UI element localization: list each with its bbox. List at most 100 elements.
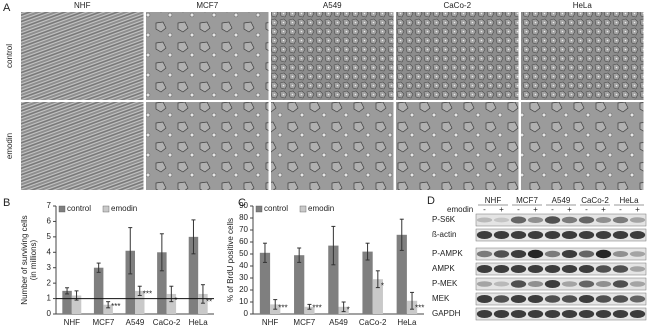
micrograph — [271, 102, 394, 190]
y-tick-label: 5 — [47, 232, 52, 241]
blot-band — [510, 280, 527, 288]
error-bar — [273, 299, 278, 310]
cell-line-label: HeLa — [619, 196, 639, 205]
micrograph — [146, 12, 269, 100]
lane-sign: + — [499, 205, 504, 214]
error-bar — [128, 227, 133, 275]
protein-label: MEK — [432, 294, 450, 303]
blot-band — [493, 250, 510, 258]
blot-band — [595, 310, 612, 318]
panel-label: C — [238, 197, 246, 209]
y-tick-label: 40 — [239, 261, 248, 270]
blot-band — [629, 231, 646, 239]
bar — [157, 252, 167, 314]
x-tick-label: MCF7 — [93, 318, 115, 327]
blot-band — [595, 295, 612, 303]
lane-sign: + — [567, 205, 572, 214]
blot-band — [612, 295, 629, 303]
blot-band — [561, 216, 578, 224]
bar — [198, 293, 208, 314]
blot-band — [595, 217, 612, 223]
error-bar — [137, 285, 142, 296]
y-tick-label: 6 — [47, 217, 52, 226]
protein-label: P-AMPK — [432, 249, 463, 258]
blot-band — [476, 231, 493, 239]
protein-label: P-MEK — [432, 279, 458, 288]
blot-band — [612, 231, 629, 239]
significance-label: * — [174, 296, 177, 305]
blot-band — [612, 216, 629, 224]
significance-label: *** — [143, 290, 152, 299]
lane-sign: - — [517, 205, 520, 214]
blot-band — [544, 231, 561, 239]
y-tick-label: 20 — [239, 285, 248, 294]
blot-band — [561, 281, 578, 287]
blot-band — [561, 295, 578, 303]
y-tick-label: 2 — [47, 278, 52, 287]
lane-sign: - — [585, 205, 588, 214]
blot-band — [629, 281, 646, 287]
lane-sign: - — [619, 205, 622, 214]
x-tick-label: CaCo-2 — [153, 318, 181, 327]
panel-label: A — [3, 2, 11, 14]
micrograph — [271, 12, 394, 100]
blot-band — [476, 295, 493, 303]
protein-label: ß-actin — [432, 230, 456, 239]
x-tick-label: HeLa — [189, 318, 209, 327]
column-header: A549 — [323, 1, 342, 10]
error-bar — [399, 218, 404, 251]
y-tick-label: 50 — [239, 249, 248, 258]
column-header: HeLa — [573, 1, 593, 10]
blot-band — [578, 280, 595, 288]
blot-band — [629, 295, 646, 303]
significance-label: *** — [415, 303, 424, 312]
y-axis-label: Number of surviving cells — [20, 215, 29, 304]
error-bar — [307, 303, 312, 310]
blot-band — [527, 249, 544, 259]
micrograph — [521, 102, 644, 190]
micrograph — [21, 12, 144, 100]
micrograph — [396, 102, 519, 190]
error-bar — [331, 225, 336, 266]
y-tick-label: 0 — [47, 309, 52, 318]
legend-label: control — [264, 204, 288, 213]
blot-band — [629, 266, 646, 272]
significance-label: *** — [111, 302, 120, 311]
blot-band — [527, 231, 544, 239]
blot-band — [476, 217, 493, 223]
error-bar — [106, 301, 111, 309]
micrograph — [21, 102, 144, 190]
blot-band — [493, 231, 510, 239]
significance-label: * — [347, 306, 350, 315]
blot-band — [527, 265, 544, 273]
error-bar — [297, 247, 302, 263]
blot-band — [510, 295, 527, 303]
blot-band — [544, 216, 561, 224]
y-axis-label: (in millions) — [29, 239, 38, 280]
error-bar — [200, 284, 205, 304]
blot-band — [578, 250, 595, 258]
lane-sign: + — [533, 205, 538, 214]
protein-label: GAPDH — [432, 309, 461, 318]
x-tick-label: A549 — [329, 318, 348, 327]
y-tick-label: 10 — [239, 297, 248, 306]
blot-band — [629, 251, 646, 257]
y-tick-label: 60 — [239, 237, 248, 246]
blot-band — [595, 265, 612, 273]
blot-band — [544, 280, 561, 288]
blot-band — [527, 295, 544, 303]
significance-label: *** — [312, 303, 321, 312]
blot-band — [578, 295, 595, 303]
error-bar — [65, 287, 70, 295]
error-bar — [191, 219, 196, 255]
significance-label: *** — [278, 303, 287, 312]
protein-label: AMPK — [432, 264, 455, 273]
panel-label: D — [427, 195, 435, 207]
bar — [166, 293, 177, 314]
blot-band — [561, 310, 578, 318]
protein-label: P-S6K — [432, 215, 456, 224]
x-tick-label: HeLa — [397, 318, 417, 327]
blot-band — [476, 310, 493, 318]
blot-band — [493, 217, 510, 223]
bar — [259, 252, 271, 314]
